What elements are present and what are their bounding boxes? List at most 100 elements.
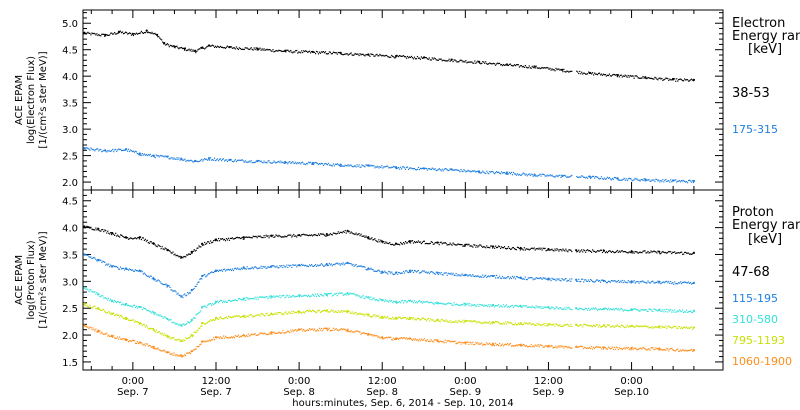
- scatter-mark: [580, 345, 582, 347]
- scatter-mark: [357, 313, 359, 315]
- scatter-mark: [521, 306, 523, 308]
- scatter-mark: [88, 290, 90, 293]
- scatter-mark: [506, 306, 509, 308]
- scatter-mark: [348, 293, 350, 295]
- scatter-mark: [233, 268, 235, 270]
- scatter-mark: [226, 160, 229, 163]
- scatter-mark: [174, 158, 176, 160]
- scatter-mark: [133, 321, 136, 323]
- scatter-mark: [87, 31, 89, 33]
- scatter-mark: [535, 324, 537, 327]
- scatter-mark: [105, 297, 107, 299]
- scatter-mark: [227, 315, 230, 317]
- scatter-mark: [489, 170, 491, 173]
- scatter-mark: [409, 56, 412, 59]
- scatter-mark: [206, 242, 208, 244]
- scatter-mark: [401, 300, 403, 302]
- scatter-mark: [332, 263, 334, 266]
- scatter-mark: [529, 67, 531, 69]
- scatter-mark: [340, 53, 342, 55]
- scatter-mark: [273, 51, 275, 53]
- scatter-mark: [604, 326, 607, 328]
- scatter-mark: [254, 48, 256, 51]
- scatter-mark: [314, 234, 317, 236]
- scatter-mark: [348, 262, 350, 264]
- scatter-mark: [348, 165, 350, 167]
- scatter-mark: [172, 45, 174, 47]
- scatter-mark: [632, 251, 634, 253]
- scatter-mark: [620, 347, 622, 350]
- scatter-mark: [477, 246, 479, 248]
- scatter-mark: [496, 246, 498, 249]
- scatter-mark: [307, 163, 309, 165]
- scatter-mark: [415, 339, 418, 341]
- scatter-mark: [524, 345, 526, 347]
- scatter-mark: [678, 79, 680, 81]
- scatter-mark: [532, 345, 534, 347]
- scatter-mark: [354, 311, 356, 314]
- scatter-mark: [104, 333, 106, 335]
- scatter-mark: [511, 65, 514, 67]
- scatter-mark: [345, 165, 347, 167]
- scatter-mark: [196, 50, 198, 52]
- scatter-mark: [97, 148, 99, 150]
- scatter-mark: [643, 250, 645, 252]
- scatter-mark: [244, 336, 246, 338]
- scatter-mark: [137, 236, 140, 239]
- scatter-mark: [207, 304, 209, 306]
- scatter-mark: [570, 175, 572, 177]
- scatter-mark: [536, 277, 538, 279]
- scatter-mark: [513, 305, 516, 307]
- scatter-mark: [554, 176, 556, 178]
- scatter-mark: [91, 291, 93, 293]
- scatter-mark: [605, 75, 608, 77]
- scatter-mark: [233, 315, 235, 317]
- scatter-mark: [671, 252, 673, 255]
- scatter-mark: [184, 255, 186, 258]
- scatter-mark: [501, 275, 504, 278]
- scatter-mark: [267, 314, 269, 316]
- scatter-mark: [90, 34, 92, 36]
- scatter-mark: [481, 245, 483, 247]
- scatter-mark: [133, 237, 136, 239]
- scatter-mark: [330, 263, 332, 265]
- scatter-mark: [163, 333, 165, 335]
- scatter-mark: [294, 311, 296, 313]
- scatter-mark: [671, 311, 673, 313]
- scatter-mark: [323, 234, 326, 236]
- proton-legend-unit: [keV]: [748, 232, 782, 247]
- scatter-mark: [373, 297, 375, 299]
- scatter-mark: [247, 48, 249, 50]
- scatter-mark: [511, 247, 514, 249]
- scatter-mark: [136, 340, 139, 343]
- scatter-mark: [625, 281, 627, 283]
- scatter-mark: [153, 279, 155, 281]
- scatter-mark: [446, 169, 448, 171]
- scatter-mark: [162, 283, 164, 286]
- scatter-mark: [315, 312, 318, 314]
- scatter-mark: [291, 51, 293, 53]
- scatter-mark: [406, 338, 409, 340]
- scatter-mark: [293, 295, 295, 297]
- scatter-mark: [568, 346, 570, 348]
- scatter-mark: [329, 164, 331, 166]
- scatter-mark: [667, 78, 669, 80]
- scatter-mark: [90, 289, 92, 291]
- scatter-mark: [179, 294, 181, 296]
- data-point: [339, 163, 342, 166]
- scatter-mark: [419, 319, 422, 321]
- scatter-mark: [334, 232, 336, 235]
- scatter-mark: [634, 308, 636, 310]
- scatter-mark: [173, 45, 175, 47]
- scatter-mark: [528, 249, 530, 251]
- scatter-mark: [318, 51, 321, 53]
- scatter-mark: [96, 229, 98, 231]
- scatter-mark: [309, 310, 312, 312]
- scatter-mark: [221, 237, 224, 240]
- scatter-mark: [655, 347, 657, 349]
- scatter-mark: [669, 326, 671, 328]
- scatter-mark: [501, 172, 504, 174]
- scatter-mark: [170, 252, 172, 254]
- scatter-mark: [425, 242, 427, 245]
- scatter-mark: [668, 309, 670, 311]
